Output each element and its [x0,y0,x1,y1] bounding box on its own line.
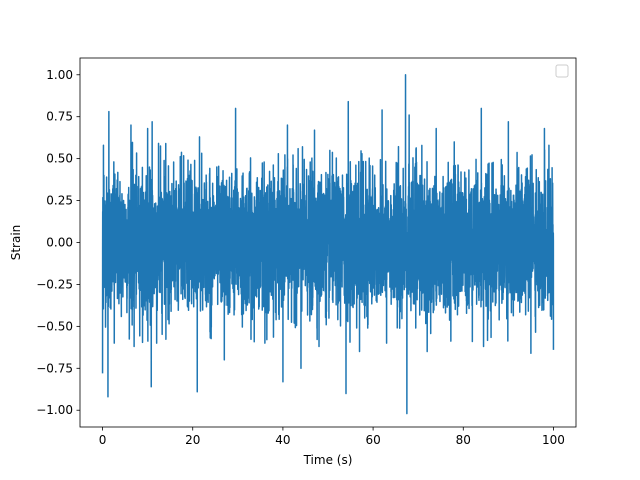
x-axis-ticks: 0 20 40 60 80 100 [99,427,565,447]
y-tick-label: 0.50 [46,152,73,166]
x-tick-label: 20 [185,433,200,447]
y-tick-label: 1.00 [46,68,73,82]
x-tick-label: 80 [456,433,471,447]
legend-box [555,64,569,78]
series-layer [101,74,555,415]
x-tick-label: 40 [275,433,290,447]
y-tick-label: 0.75 [46,110,73,124]
y-tick-label: 0.25 [46,194,73,208]
x-tick-label: 60 [365,433,380,447]
y-tick-label: −0.75 [36,361,73,375]
y-axis-label: Strain [9,225,23,261]
x-tick-label: 100 [542,433,565,447]
y-axis-ticks: −1.00 −0.75 −0.50 −0.25 0.00 0.25 0.50 0.75 1.00 [36,68,80,417]
x-axis-label: Time (s) [303,453,353,467]
y-tick-label: 0.00 [46,236,73,250]
x-tick-label: 0 [99,433,107,447]
y-tick-label: −0.25 [36,277,73,291]
strain-series-line [101,74,555,415]
y-tick-label: −1.00 [36,403,73,417]
y-tick-label: −0.50 [36,319,73,333]
